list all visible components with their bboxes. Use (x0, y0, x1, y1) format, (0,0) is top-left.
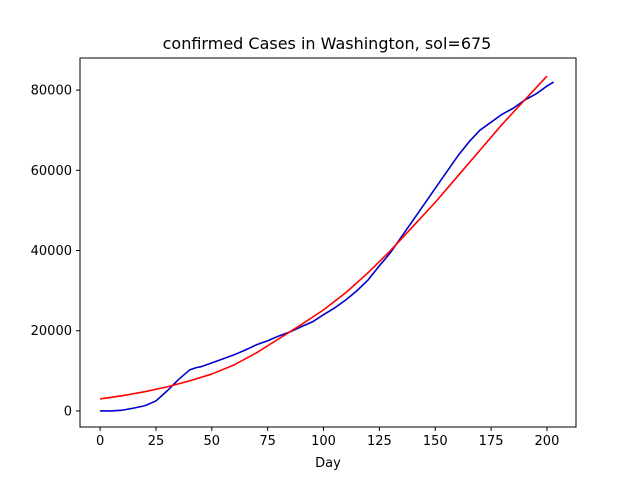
x-tick-label: 125 (367, 434, 392, 449)
y-tick-label: 80000 (31, 84, 72, 99)
series-layer (99, 75, 555, 412)
y-tick-label: 60000 (31, 164, 72, 179)
series-line-1 (99, 75, 548, 400)
y-tick-label: 0 (64, 404, 72, 419)
x-axis-label: Day (315, 456, 341, 471)
x-tick-label: 50 (204, 434, 221, 449)
y-tick-label: 20000 (31, 324, 72, 339)
series-line-0 (100, 81, 555, 412)
plot-area-frame (79, 57, 577, 428)
x-tick-label: 0 (96, 434, 104, 449)
y-tick-label: 40000 (31, 244, 72, 259)
x-tick-label: 200 (535, 434, 560, 449)
chart-title: confirmed Cases in Washington, sol=675 (163, 34, 492, 53)
x-tick-label: 100 (311, 434, 336, 449)
x-axis: 0 25 50 75 100 125 150 175 200 (96, 427, 559, 449)
y-axis: 0 20000 40000 60000 80000 (31, 84, 80, 419)
x-tick-label: 150 (423, 434, 448, 449)
x-tick-label: 25 (148, 434, 165, 449)
x-tick-label: 75 (259, 434, 276, 449)
x-tick-label: 175 (479, 434, 504, 449)
